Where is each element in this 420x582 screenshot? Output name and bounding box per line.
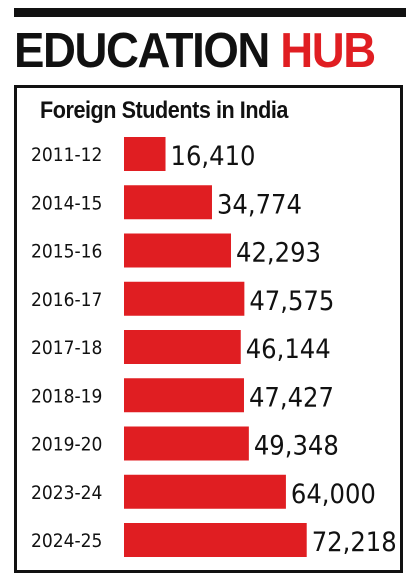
bar [124, 378, 244, 413]
bar [124, 233, 232, 268]
bar-row-2019-20: 2019-20 49,348 [31, 426, 339, 462]
bar [124, 330, 241, 364]
title-word-education: EDUCATION [14, 24, 270, 78]
bar-row-2015-16: 2015-16 42,293 [31, 233, 321, 269]
category-label: 2015-16 [31, 241, 102, 263]
bar-row-2018-19: 2018-19 47,427 [31, 378, 334, 413]
bar [124, 281, 245, 316]
top-rule [14, 8, 406, 17]
value-label: 64,000 [291, 479, 376, 510]
bar [124, 185, 212, 220]
value-label: 42,293 [236, 238, 321, 269]
category-label: 2018-19 [31, 385, 102, 407]
value-label: 16,410 [171, 141, 256, 172]
category-label: 2023-24 [31, 482, 102, 504]
chart-title: Foreign Students in India [40, 97, 288, 124]
bar [124, 426, 249, 461]
category-label: 2011-12 [31, 144, 102, 166]
value-label: 72,218 [312, 527, 397, 558]
category-label: 2014-15 [31, 192, 102, 214]
bar [124, 137, 166, 171]
bar-row-2014-15: 2014-15 34,774 [31, 185, 302, 220]
page-title: EDUCATION HUB [14, 19, 386, 83]
value-label: 47,575 [249, 286, 334, 317]
chart-frame [14, 85, 403, 573]
value-label: 34,774 [217, 189, 302, 220]
value-label: 47,427 [249, 382, 334, 413]
category-label: 2024-25 [31, 530, 102, 552]
value-label: 49,348 [254, 431, 339, 462]
category-label: 2019-20 [31, 434, 102, 456]
bar-row-2024-25: 2024-25 72,218 [31, 523, 397, 558]
bar-row-2023-24: 2023-24 64,000 [31, 474, 376, 510]
title-word-hub: HUB [280, 24, 376, 78]
bar [124, 474, 286, 509]
category-label: 2016-17 [31, 289, 102, 311]
value-label: 46,144 [246, 334, 331, 365]
bar-row-2016-17: 2016-17 47,575 [31, 281, 334, 317]
category-label: 2017-18 [31, 337, 102, 359]
bar [124, 523, 307, 557]
bar-row-2017-18: 2017-18 46,144 [31, 330, 331, 365]
bar-row-2011-12: 2011-12 16,410 [31, 137, 255, 172]
